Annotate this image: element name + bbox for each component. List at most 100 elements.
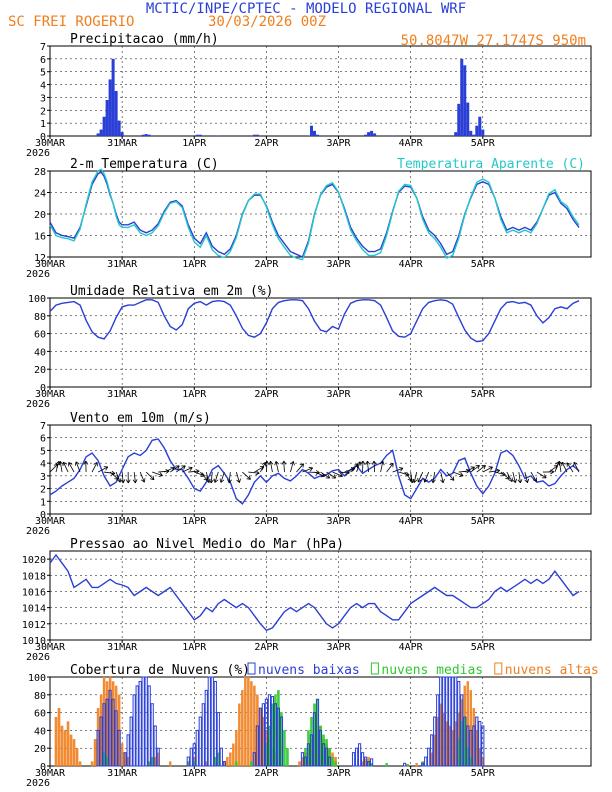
cloud-bar-nuvens-baixas bbox=[117, 729, 121, 767]
cloud-bar-nuvens-baixas bbox=[123, 752, 127, 767]
cloud-bar-nuvens-baixas bbox=[144, 676, 148, 767]
cloud-bar-nuvens-baixas bbox=[138, 680, 142, 767]
cloud-bar-nuvens-baixas bbox=[442, 676, 446, 767]
precip-bar bbox=[216, 135, 220, 136]
precip-bar bbox=[141, 134, 145, 136]
cloud-bar-nuvens-baixas bbox=[108, 689, 112, 767]
wind-arrow-head bbox=[299, 463, 304, 468]
cloud-bar-nuvens-baixas bbox=[153, 725, 157, 767]
wind-arrow bbox=[235, 471, 240, 483]
cloud-bar-nuvens-baixas bbox=[463, 716, 467, 767]
x-tick-label: 30MAR bbox=[35, 138, 66, 149]
cloud-bar-nuvens-baixas bbox=[436, 694, 440, 767]
wind-arrow bbox=[248, 471, 260, 474]
y-tick-label: 1 bbox=[40, 119, 46, 130]
x-tick-label: 31MAR bbox=[107, 516, 138, 527]
wind-arrow-head bbox=[398, 467, 404, 472]
wind-arrow bbox=[314, 471, 325, 477]
panel-title: Umidade Relativa em 2m (%) bbox=[70, 284, 274, 299]
wind-arrow bbox=[446, 471, 455, 481]
wind-arrow-head bbox=[379, 461, 385, 466]
precip-bar bbox=[460, 58, 464, 136]
precip-bar bbox=[108, 79, 112, 136]
wind-arrow bbox=[548, 465, 558, 473]
precip-bar bbox=[96, 133, 100, 136]
cloud-bar-nuvens-altas bbox=[72, 739, 76, 767]
cloud-bar-nuvens-baixas bbox=[327, 756, 332, 767]
cloud-bar-nuvens-baixas bbox=[255, 725, 259, 767]
series-line-pressao bbox=[49, 553, 580, 632]
wind-arrow-head bbox=[360, 460, 366, 465]
plot-frame bbox=[49, 45, 592, 137]
x-tick-label: 1APR bbox=[182, 259, 207, 270]
cloud-bar-nuvens-baixas bbox=[267, 694, 272, 767]
y-tick-label: 20 bbox=[34, 365, 46, 376]
y-tick-label: 6 bbox=[40, 55, 46, 66]
wind-arrow-head bbox=[365, 460, 371, 465]
wind-arrow-head bbox=[58, 460, 64, 466]
y-tick-label: 0 bbox=[40, 383, 46, 394]
wind-arrow bbox=[109, 471, 119, 480]
series-line-temperatura_aparente bbox=[49, 168, 580, 261]
panel-title: Precipitacao (mm/h) bbox=[70, 32, 219, 47]
y-tick-label: 100 bbox=[28, 673, 46, 684]
x-tick-label: 31MAR bbox=[107, 389, 138, 400]
precip-bar bbox=[469, 130, 473, 136]
cloud-bar-nuvens-baixas bbox=[324, 747, 329, 767]
y-tick-label: 1020 bbox=[22, 555, 46, 566]
y-tick-label: 1016 bbox=[22, 587, 46, 598]
legend-label: nuvens altas bbox=[505, 663, 599, 678]
wind-arrow-head bbox=[459, 472, 464, 477]
cloud-bar-nuvens-baixas bbox=[481, 725, 485, 767]
cloud-bar-nuvens-baixas bbox=[354, 747, 359, 767]
y-tick-label: 16 bbox=[34, 232, 46, 243]
cloud-bar-nuvens-altas bbox=[235, 730, 238, 767]
panel-title: Vento em 10m (m/s) bbox=[70, 411, 211, 426]
wind-arrow-head bbox=[470, 466, 475, 471]
y-tick-label: 1 bbox=[40, 497, 46, 508]
precip-bar bbox=[454, 132, 458, 136]
cloud-bar-nuvens-altas bbox=[90, 761, 94, 767]
wind-arrow-head bbox=[281, 460, 287, 465]
cloud-bar-nuvens-altas bbox=[66, 721, 70, 767]
y-tick-label: 20 bbox=[34, 210, 46, 221]
wind-arrow-head bbox=[132, 479, 138, 484]
x-tick-label: 3APR bbox=[326, 138, 351, 149]
legend-label: nuvens medias bbox=[381, 663, 483, 678]
cloud-bar-nuvens-baixas bbox=[126, 734, 130, 767]
x-year-label: 2026 bbox=[26, 652, 50, 663]
cloud-bar-nuvens-baixas bbox=[448, 676, 452, 767]
wind-arrow bbox=[59, 461, 63, 473]
wind-arrow-head bbox=[412, 478, 418, 483]
cloud-bar-nuvens-baixas bbox=[363, 756, 368, 767]
precip-bar bbox=[391, 135, 395, 136]
cloud-bar-nuvens-altas bbox=[168, 761, 172, 767]
cloud-bar-nuvens-baixas bbox=[478, 721, 482, 767]
wind-arrow bbox=[373, 461, 375, 473]
x-tick-label: 4APR bbox=[399, 642, 424, 653]
cloud-bar-nuvens-baixas bbox=[102, 703, 106, 767]
legend-swatch bbox=[370, 662, 379, 675]
precip-bar bbox=[117, 120, 121, 136]
x-year-label: 2026 bbox=[26, 526, 50, 537]
y-tick-label: 5 bbox=[40, 446, 46, 457]
wind-arrow-head bbox=[431, 479, 436, 484]
precip-bar bbox=[478, 116, 482, 136]
legend-label: nuvens baixas bbox=[258, 663, 360, 678]
cloud-bar-nuvens-baixas bbox=[300, 752, 305, 767]
cloud-bar-nuvens-baixas bbox=[204, 689, 208, 767]
wind-arrow bbox=[536, 471, 547, 479]
precip-bar bbox=[102, 116, 106, 136]
cloud-bar-nuvens-medias bbox=[250, 761, 253, 767]
wind-arrow bbox=[326, 471, 336, 479]
wind-arrow bbox=[210, 471, 213, 484]
y-tick-label: 12 bbox=[34, 253, 46, 264]
panel-title: Cobertura de Nuvens (%) bbox=[70, 663, 250, 678]
wind-arrow-head bbox=[356, 461, 362, 466]
precip-bar bbox=[306, 135, 310, 136]
x-tick-label: 30MAR bbox=[35, 642, 66, 653]
wind-arrow bbox=[133, 471, 136, 484]
